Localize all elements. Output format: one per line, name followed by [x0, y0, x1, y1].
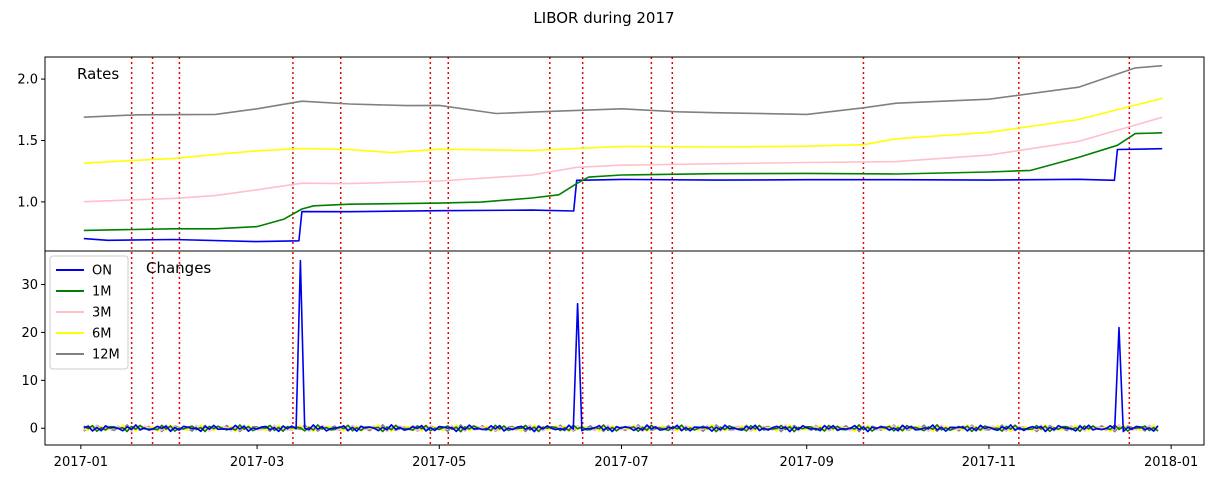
x-tick-label: 2017-03 [230, 455, 284, 470]
legend-label-6m: 6M [92, 327, 112, 342]
x-tick-label: 2017-11 [962, 455, 1016, 470]
rates-y-tick-label: 2.0 [17, 73, 38, 88]
legend-label-3m: 3M [92, 306, 112, 321]
x-tick-label: 2017-09 [780, 455, 834, 470]
rates-line-6m [83, 97, 1163, 164]
legend-label-on: ON [92, 264, 112, 279]
legend-box [49, 255, 129, 370]
changes-panel-label: Changes [146, 259, 211, 277]
legend-label-1m: 1M [92, 285, 112, 300]
x-axis-ticks: 2017-01 2017-03 2017-05 2017-07 2017-09 2017-… [54, 445, 1198, 470]
changes-y-tick-label: 20 [21, 326, 38, 341]
rates-y-ticks: 1.0 1.5 2.0 [17, 73, 45, 210]
changes-y-tick-label: 10 [21, 374, 38, 389]
rates-panel-label: Rates [77, 65, 119, 83]
changes-line-on [83, 259, 1159, 433]
changes-y-tick-label: 30 [21, 278, 38, 293]
rates-line-12m [83, 64, 1163, 118]
x-tick-label: 2017-07 [594, 455, 648, 470]
x-tick-label: 2017-01 [54, 455, 108, 470]
rates-line-on [83, 147, 1163, 243]
changes-y-ticks: 0 10 20 30 [21, 278, 45, 437]
rates-y-tick-label: 1.5 [17, 134, 38, 149]
chart-title: LIBOR during 2017 [533, 9, 674, 27]
changes-y-tick-label: 0 [30, 422, 38, 437]
legend-label-12m: 12M [92, 348, 120, 363]
x-tick-label: 2017-05 [412, 455, 466, 470]
legend: ON 1M 3M 6M 12M [49, 255, 129, 370]
rates-line-3m [83, 116, 1163, 203]
rates-line-1m [83, 132, 1163, 232]
x-tick-label: 2018-01 [1144, 455, 1198, 470]
changes-panel-frame [44, 250, 1205, 446]
rates-y-tick-label: 1.0 [17, 195, 38, 210]
rates-panel: Rates 1.0 1.5 2.0 [17, 56, 1205, 252]
